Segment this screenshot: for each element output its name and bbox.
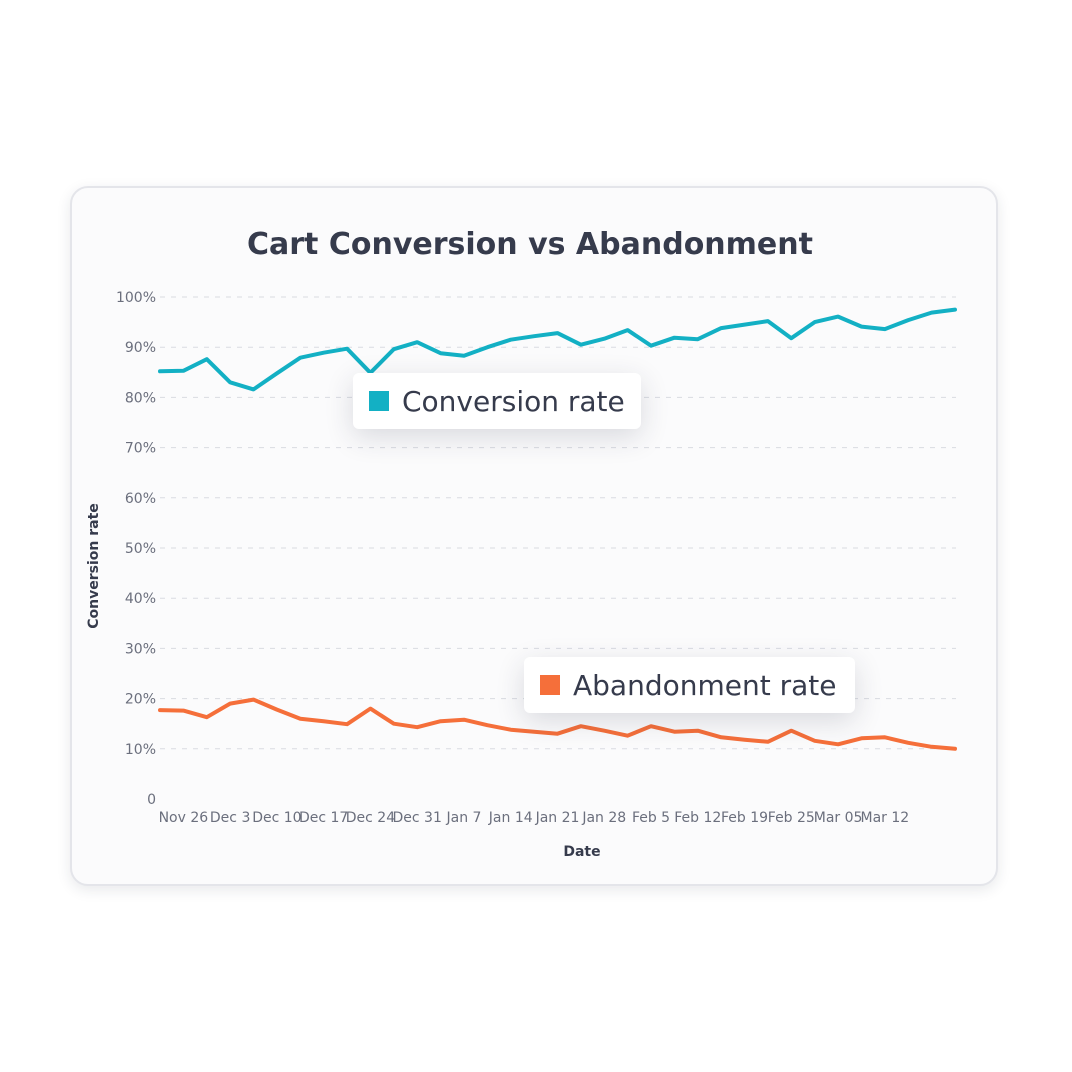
x-axis-label: Date <box>563 844 600 860</box>
series-line-conversion-rate <box>158 307 957 392</box>
chart-card: Cart Conversion vs Abandonment 0 10% 20% 30… <box>70 186 998 886</box>
y-tick-label: 10% <box>125 742 156 758</box>
x-tick-label: Dec 24 <box>346 810 395 826</box>
legend-abandonment-rate: Abandonment rate <box>524 657 855 713</box>
x-tick-label: Feb 25 <box>768 810 815 826</box>
x-tick-label: Mar 05 <box>814 810 863 826</box>
y-tick-label: 80% <box>125 390 156 406</box>
x-tick-label: Dec 10 <box>252 810 301 826</box>
legend-conversion-rate: Conversion rate <box>353 373 641 429</box>
x-tick-label: Feb 5 <box>632 810 670 826</box>
y-tick-label: 100% <box>116 290 156 306</box>
x-tick-label: Jan 14 <box>488 810 533 826</box>
legend-label-conversion: Conversion rate <box>402 384 625 418</box>
x-tick-label: Jan 7 <box>445 810 481 826</box>
x-tick-label: Dec 31 <box>393 810 442 826</box>
y-axis-label: Conversion rate <box>86 503 102 629</box>
x-tick-label: Mar 12 <box>861 810 910 826</box>
y-tick-label: 30% <box>125 641 156 657</box>
y-tick-label: 0 <box>147 792 156 808</box>
gridlines <box>160 296 956 750</box>
y-tick-label: 90% <box>125 340 156 356</box>
x-tick-label: Feb 19 <box>721 810 768 826</box>
chart-canvas: Cart Conversion vs Abandonment 0 10% 20% 30… <box>86 227 957 860</box>
y-tick-label: 70% <box>125 441 156 457</box>
series-lines <box>158 307 957 751</box>
x-tick-label: Jan 28 <box>581 810 626 826</box>
y-tick-label: 20% <box>125 692 156 708</box>
series-line-abandonment-rate <box>158 697 957 751</box>
y-tick-label: 40% <box>125 591 156 607</box>
x-tick-label: Dec 17 <box>299 810 348 826</box>
legend-swatch-conversion <box>369 391 389 411</box>
y-tick-label: 50% <box>125 541 156 557</box>
x-tick-label: Nov 26 <box>159 810 209 826</box>
x-tick-label: Jan 21 <box>535 810 580 826</box>
y-axis-ticks: 0 10% 20% 30% 40% 50% 60% 70% 80% 90% 100% <box>116 290 156 808</box>
legend-label-abandonment: Abandonment rate <box>573 668 837 702</box>
y-tick-label: 60% <box>125 491 156 507</box>
x-tick-label: Dec 3 <box>210 810 250 826</box>
chart-title: Cart Conversion vs Abandonment <box>247 227 813 262</box>
x-tick-label: Feb 12 <box>674 810 721 826</box>
legend-swatch-abandonment <box>540 675 560 695</box>
